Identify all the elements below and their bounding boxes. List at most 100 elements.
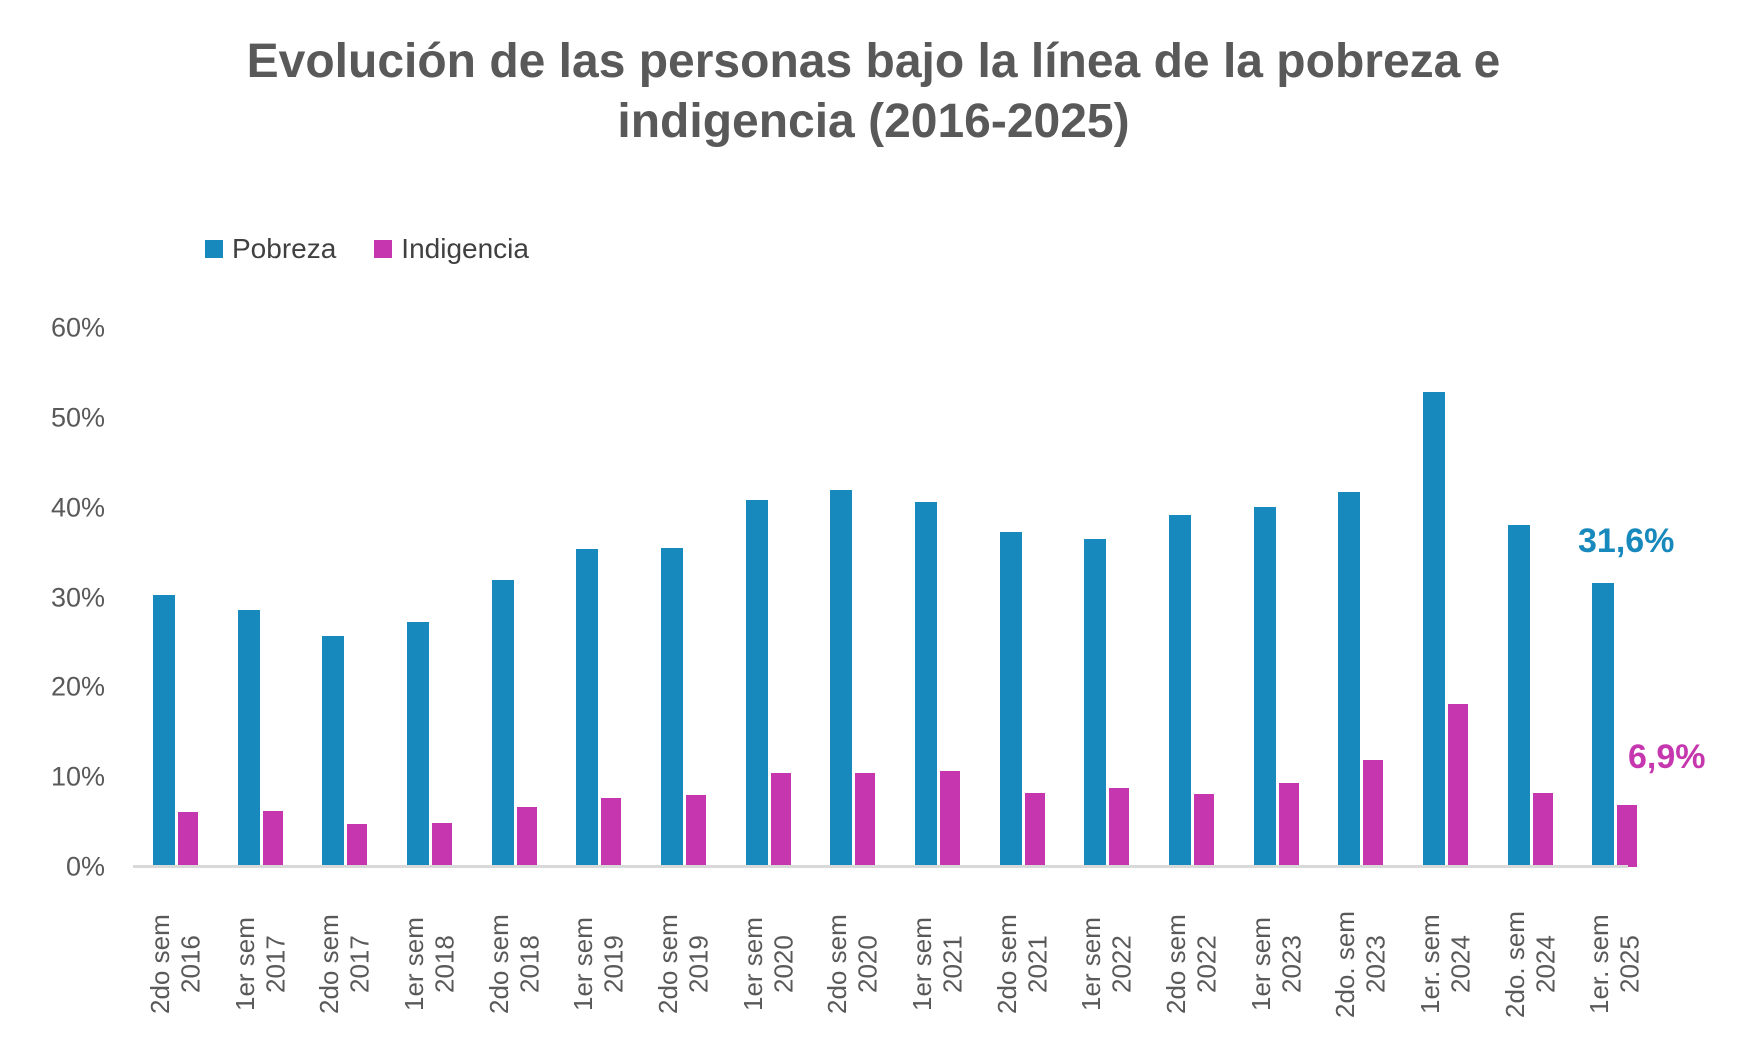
legend-item-pobreza: Pobreza — [205, 233, 336, 265]
pobreza-bar — [576, 549, 599, 867]
x-tick-cell: 2do sem 2020 — [817, 882, 902, 1047]
x-tick-cell: 2do sem 2021 — [987, 882, 1072, 1047]
pobreza-bar — [1507, 524, 1530, 867]
x-tick-cell: 1er. sem 2024 — [1410, 882, 1495, 1047]
x-tick-cell: 1er sem 2021 — [902, 882, 987, 1047]
x-tick-cell: 2do sem 2017 — [309, 882, 394, 1047]
pobreza-bar — [661, 548, 684, 867]
indigencia-value-label: 6,9% — [1628, 738, 1706, 776]
chart-title: Evolución de las personas bajo la línea … — [246, 35, 1501, 148]
y-tick-label: 40% — [50, 492, 105, 523]
legend-label-indigencia: Indigencia — [401, 233, 529, 264]
x-tick-cell: 1er sem 2017 — [225, 882, 310, 1047]
indigencia-bar — [1617, 805, 1638, 867]
x-tick-label: 1er sem 2017 — [229, 917, 291, 1012]
pobreza-bar — [153, 594, 175, 867]
bar-group — [563, 328, 648, 867]
bar-group — [733, 328, 818, 867]
x-tick-label: 1er sem 2019 — [568, 917, 630, 1012]
indigencia-bar — [1278, 783, 1299, 867]
x-tick-label: 2do. sem 2024 — [1499, 911, 1561, 1018]
y-tick-label: 60% — [50, 312, 105, 343]
pobreza-bar — [745, 499, 768, 867]
indigencia-bar — [516, 806, 537, 867]
x-tick-cell: 1er sem 2023 — [1241, 882, 1326, 1047]
bar-group — [1071, 328, 1156, 867]
legend-label-pobreza: Pobreza — [232, 233, 337, 264]
pobreza-bar — [491, 579, 514, 867]
indigencia-bar — [770, 772, 791, 867]
indigencia-bar — [178, 812, 198, 867]
x-tick-cell: 2do sem 2016 — [140, 882, 225, 1047]
x-tick-cell: 1er sem 2018 — [394, 882, 479, 1047]
bar-group — [225, 328, 310, 867]
indigencia-bar — [855, 772, 876, 867]
bar-group — [987, 328, 1072, 867]
pobreza-bar — [1423, 391, 1446, 867]
x-tick-label: 1er sem 2023 — [1245, 917, 1307, 1012]
pobreza-bar — [830, 489, 853, 867]
legend: Pobreza Indigencia — [205, 233, 529, 265]
y-tick-label: 0% — [65, 851, 105, 882]
pobreza-bar — [915, 502, 938, 867]
pobreza-bar — [407, 621, 430, 867]
x-tick-label: 2do sem 2021 — [991, 914, 1053, 1015]
indigencia-bar — [1448, 704, 1469, 867]
y-axis: 0% 10% 20% 30% 40% 50% 60% — [0, 314, 105, 880]
x-tick-cell: 2do sem 2022 — [1156, 882, 1241, 1047]
x-tick-cell: 1er sem 2022 — [1071, 882, 1156, 1047]
x-tick-label: 2do sem 2022 — [1161, 914, 1222, 1015]
x-tick-cell: 1er. sem 2025 — [1579, 882, 1664, 1047]
indigencia-bar — [1109, 787, 1130, 867]
indigencia-bar — [347, 823, 368, 867]
y-tick-label: 10% — [50, 761, 105, 792]
x-tick-cell: 2do sem 2018 — [479, 882, 564, 1047]
pobreza-bar — [237, 610, 260, 867]
x-axis-line — [133, 865, 1628, 868]
x-tick-label: 1er. sem 2024 — [1415, 914, 1476, 1015]
pobreza-bar — [1592, 583, 1615, 867]
bar-group — [1325, 328, 1410, 867]
x-tick-label: 1er sem 2018 — [399, 917, 460, 1012]
pobreza-bar — [322, 636, 345, 867]
indigencia-bar — [1363, 760, 1384, 867]
indigencia-bar — [601, 797, 622, 867]
bar-group — [140, 328, 225, 867]
bar-group — [309, 328, 394, 867]
x-tick-label: 2do sem 2019 — [653, 914, 714, 1015]
pobreza-bar — [1338, 492, 1361, 867]
x-tick-label: 2do sem 2017 — [314, 914, 376, 1015]
x-tick-label: 1er sem 2020 — [737, 917, 799, 1012]
indigencia-bar — [432, 822, 453, 867]
y-tick-label: 30% — [50, 582, 105, 612]
bar-group — [394, 328, 479, 867]
x-tick-cell: 2do sem 2019 — [648, 882, 733, 1047]
bar-group — [648, 328, 733, 867]
x-tick-cell: 2do. sem 2024 — [1495, 882, 1580, 1047]
legend-item-indigencia: Indigencia — [374, 233, 529, 265]
indigencia-bar — [1194, 794, 1215, 867]
x-tick-label: 2do. sem 2023 — [1330, 911, 1392, 1018]
x-tick-cell: 1er sem 2020 — [733, 882, 818, 1047]
indigencia-bar — [1532, 793, 1553, 867]
x-tick-label: 2do sem 2016 — [145, 914, 206, 1015]
pobreza-bar — [1253, 506, 1276, 867]
y-tick-label: 20% — [50, 671, 105, 702]
plot-area — [140, 328, 1664, 867]
pobreza-swatch-icon — [205, 240, 223, 258]
indigencia-bar — [940, 770, 961, 867]
bar-group — [479, 328, 564, 867]
pobreza-value-label: 31,6% — [1578, 522, 1675, 560]
bar-group — [902, 328, 987, 867]
bar-group — [1495, 328, 1580, 867]
bar-group — [1241, 328, 1326, 867]
x-tick-label: 1er sem 2021 — [907, 917, 968, 1012]
bar-group — [1410, 328, 1495, 867]
y-tick-label: 50% — [50, 402, 105, 433]
x-tick-label: 2do sem 2020 — [822, 914, 884, 1015]
x-tick-label: 1er sem 2022 — [1076, 917, 1138, 1012]
bar-group — [1579, 328, 1664, 867]
pobreza-bar — [1084, 539, 1107, 867]
pobreza-bar — [1169, 514, 1192, 867]
